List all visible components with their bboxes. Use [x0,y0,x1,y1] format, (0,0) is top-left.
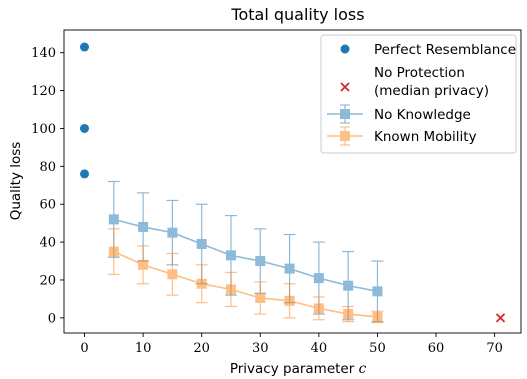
data-point [343,309,354,320]
data-point [196,278,207,289]
y-tick-label: 80 [39,160,56,175]
chart-title: Total quality loss [230,5,364,24]
data-point [225,250,236,261]
x-tick-label: 70 [486,341,503,356]
data-point [80,123,90,133]
legend-label: No Protection [374,65,465,81]
data-point [313,273,324,284]
legend-marker-no-protection [340,82,350,92]
y-tick-label: 120 [31,84,56,99]
data-point [313,303,324,314]
y-tick-label: 60 [39,198,56,213]
x-tick-label: 50 [369,341,386,356]
y-tick-label: 20 [39,273,56,288]
y-axis-label: Quality loss [8,142,24,221]
y-tick-label: 100 [31,122,56,137]
y-tick-label: 140 [31,46,56,61]
legend-square [340,109,350,119]
x-tick-label: 60 [428,341,445,356]
legend-marker-line [327,126,363,146]
legend-label: Known Mobility [374,129,477,145]
data-point [80,42,90,52]
x-tick-label: 0 [80,341,88,356]
y-tick-label: 0 [48,311,56,326]
data-point [284,263,295,274]
x-tick-label: 10 [135,341,152,356]
data-point [284,295,295,306]
legend-marker-line [327,104,363,124]
data-point [80,169,90,179]
legend: Perfect Resemblance No Protection (median … [320,34,517,154]
data-point [255,292,266,303]
y-tick-label: 40 [39,236,56,251]
series-line [113,250,378,318]
data-point [108,246,119,257]
data-point [225,284,236,295]
legend-square [340,131,350,141]
data-point [196,238,207,249]
x-tick-label: 40 [311,341,328,356]
data-point [372,311,383,322]
legend-box [320,34,517,154]
data-point [167,227,178,238]
data-point [495,313,506,323]
data-point [167,269,178,280]
series-known-mobility [107,228,384,324]
x-axis-label: Privacy parameter c [230,361,367,377]
data-point [108,214,119,225]
legend-marker-perfect [340,44,350,54]
series-line [113,218,378,293]
x-tick-label: 30 [252,341,269,356]
data-point [255,256,266,267]
data-point [138,221,149,232]
legend-label: Perfect Resemblance [374,42,516,58]
legend-label: No Knowledge [374,107,471,123]
series-no-knowledge [107,180,384,323]
data-point [343,280,354,291]
data-point [372,286,383,297]
x-tick-label: 20 [193,341,210,356]
plot-area [63,29,522,334]
data-point [138,259,149,270]
legend-label: (median privacy) [374,83,489,99]
